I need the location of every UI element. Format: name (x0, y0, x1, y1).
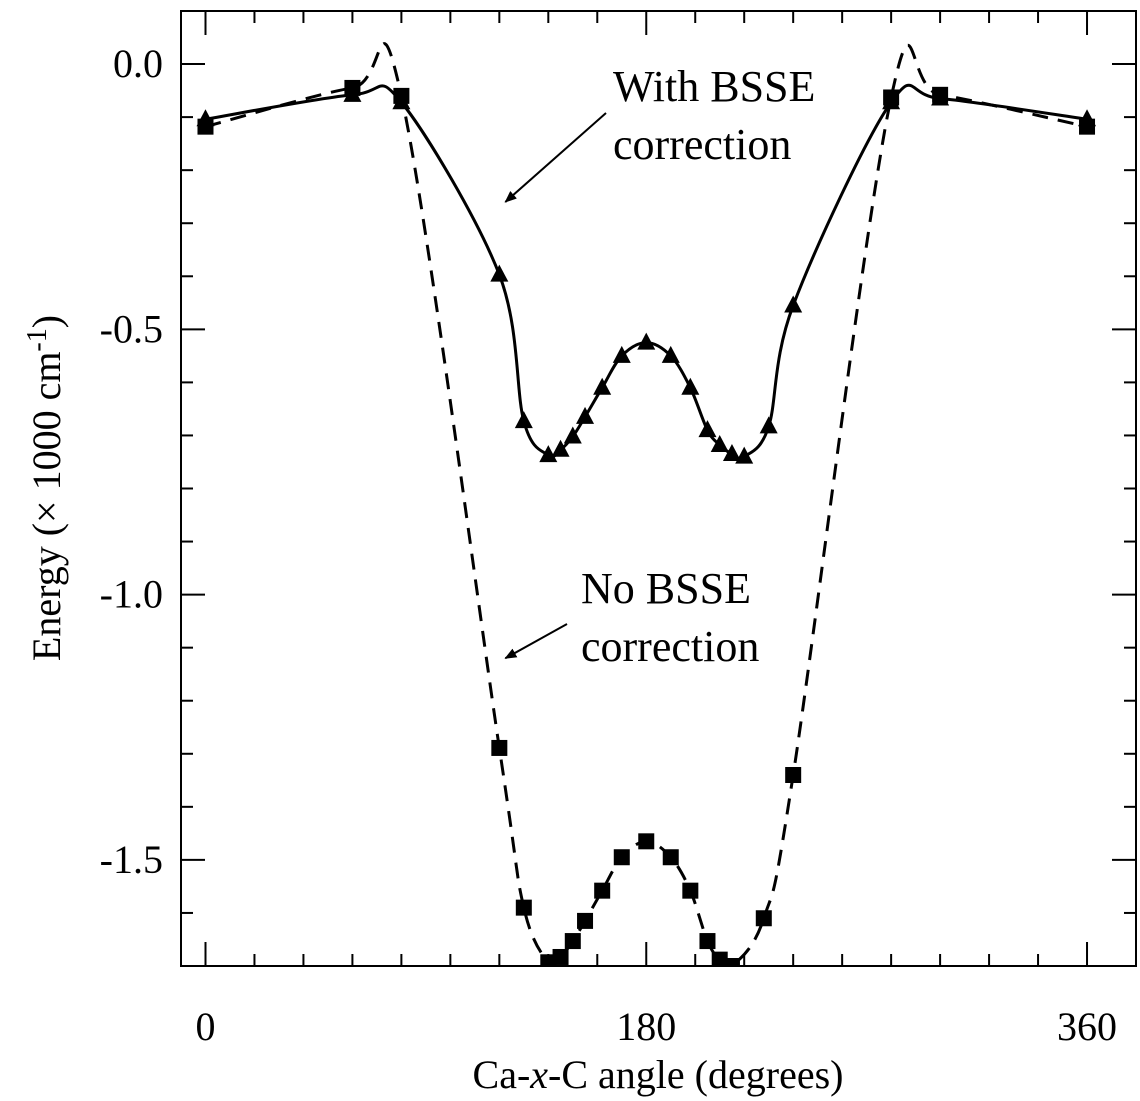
series-with-bsse-markers (196, 84, 1097, 464)
data-point-square (682, 882, 699, 899)
data-point-square (515, 899, 532, 916)
data-point-square (393, 87, 410, 104)
data-point-square (883, 89, 900, 106)
data-point-square (577, 912, 594, 929)
y-tick-labels: 0.0 -0.5 -1.0 -1.5 (100, 41, 163, 882)
data-point-triangle (551, 439, 570, 457)
data-point-triangle (759, 416, 778, 434)
annotation-with-bsse-arrow (504, 112, 607, 203)
annotation-with-bsse-line1: With BSSE (613, 62, 815, 111)
annotation-no-bsse-line1: No BSSE (581, 564, 751, 613)
annotation-no-bsse: No BSSE correction (504, 564, 759, 671)
annotation-no-bsse-arrow (504, 623, 568, 660)
data-point-square (564, 933, 581, 950)
data-point-triangle (490, 264, 509, 282)
series-no-bsse-curve (205, 42, 1088, 966)
data-point-triangle (514, 411, 533, 429)
data-point-square (1079, 118, 1096, 135)
data-point-triangle (576, 406, 595, 424)
y-tick-label: -1.0 (100, 572, 163, 617)
x-tick-label: 0 (195, 1004, 215, 1049)
data-point-square (699, 933, 716, 950)
series-no-bsse-markers (197, 79, 1096, 966)
y-tick-label: -1.5 (100, 837, 163, 882)
data-point-triangle (637, 332, 656, 350)
data-point-square (755, 910, 772, 927)
data-point-triangle (593, 377, 612, 395)
y-tick-label: 0.0 (113, 41, 163, 86)
data-point-square (613, 849, 630, 866)
data-point-triangle (735, 446, 754, 464)
data-point-square (662, 849, 679, 866)
data-point-square (594, 882, 611, 899)
data-point-square (491, 739, 508, 756)
data-point-square (197, 118, 214, 135)
data-point-triangle (681, 377, 700, 395)
x-tick-label: 180 (616, 1004, 676, 1049)
data-point-square (552, 948, 569, 965)
x-tick-label: 360 (1057, 1004, 1117, 1049)
y-axis-title: Energy (× 1000 cm-1) (22, 315, 69, 661)
data-point-square (785, 767, 802, 783)
data-point-square (711, 951, 728, 966)
x-axis-title: Ca-x-C angle (degrees) (473, 1052, 844, 1097)
y-tick-label: -0.5 (100, 306, 163, 351)
major-ticks (181, 11, 1136, 966)
data-point-triangle (722, 444, 741, 462)
data-point-triangle (612, 345, 631, 363)
x-tick-labels: 0 180 360 (195, 1004, 1117, 1049)
data-point-square (540, 954, 557, 966)
data-point-triangle (661, 345, 680, 363)
data-point-square (638, 833, 655, 850)
data-point-triangle (710, 434, 729, 452)
data-point-triangle (563, 426, 582, 444)
data-point-square (932, 86, 949, 103)
annotation-no-bsse-line2: correction (581, 622, 759, 671)
data-point-square (344, 79, 361, 96)
annotation-with-bsse-line2: correction (613, 120, 791, 169)
data-point-triangle (784, 295, 803, 313)
annotation-with-bsse: With BSSE correction (504, 62, 815, 203)
data-point-triangle (539, 445, 558, 463)
data-point-square (723, 958, 740, 966)
data-point-triangle (698, 420, 717, 438)
